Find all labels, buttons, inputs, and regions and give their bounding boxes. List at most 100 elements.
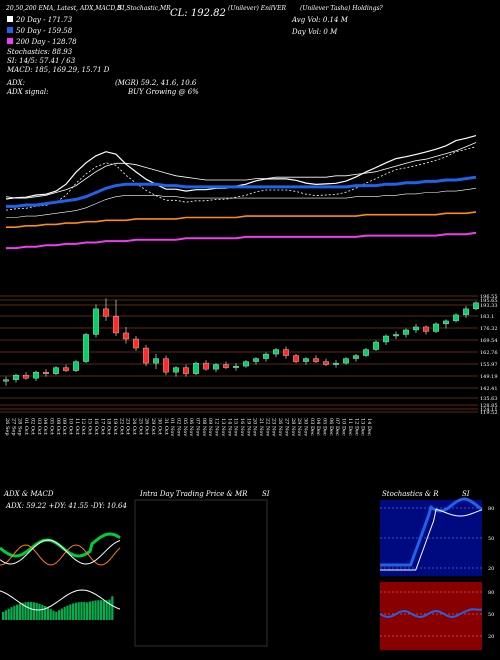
stoch-level-label: 80 [488, 506, 494, 512]
date-tick-label: 19 Nov [245, 418, 251, 436]
price-level-label: 176.32 [480, 326, 498, 332]
date-tick-label: 04 Dec [315, 418, 321, 436]
macd-histogram-bar [88, 601, 91, 620]
adx-readout: ADX: 59.22 +DY: 41.55 -DY: 10.64 [6, 502, 127, 510]
candle-body [53, 367, 59, 374]
adx-value: (MGR) 59.2, 41.6, 10.6 [115, 79, 197, 87]
date-tick-label: 16 Nov [239, 418, 245, 436]
candle-body [353, 355, 359, 359]
candle-body [343, 358, 349, 364]
ema50-swatch-icon [7, 27, 13, 33]
legend-ema20: 20 Day - 171.73 [7, 16, 72, 24]
macd-histogram-bar [66, 605, 69, 620]
candle-body [203, 362, 209, 370]
candle-body [83, 334, 89, 362]
macd-histogram-bar [27, 602, 30, 620]
date-tick-label: 03 Dec [309, 418, 315, 436]
macd-histogram-bar [4, 610, 7, 620]
price-level-label: 135.63 [480, 396, 498, 402]
date-tick-label: 15 Oct [87, 418, 93, 435]
macd-histogram-bar [83, 602, 86, 620]
candle-body [273, 349, 279, 355]
macd-histogram-bar [32, 602, 35, 620]
date-tick-label: 15 Nov [233, 418, 239, 436]
macd-histogram-bar [80, 602, 83, 620]
candle-body [63, 367, 69, 371]
ema50-line [6, 175, 477, 208]
candle-body [33, 371, 39, 379]
candle-body [333, 362, 339, 365]
adx-signal-label: ADX signal: [7, 88, 49, 96]
date-axis: 26 Sep 27 Sep 28 Sep 01 Oct 02 Oct 03 Oct 04 O… [4, 418, 372, 436]
date-tick-label: 08 Oct [55, 418, 61, 435]
candle-body [123, 332, 129, 340]
date-tick-label: 17 Oct [99, 418, 105, 435]
date-tick-label: 19 Oct [112, 418, 118, 435]
candle-body [323, 361, 329, 365]
date-tick-label: 18 Oct [106, 418, 112, 435]
price-level-label: 149.19 [480, 374, 498, 380]
macd-histogram-bar [105, 600, 108, 620]
intraday-panel-frame [134, 499, 268, 647]
candle-body [303, 358, 309, 362]
candle-body [433, 323, 439, 332]
date-tick-label: 12 Oct [80, 418, 86, 435]
stoch-panel-title: Stochastics & R [382, 490, 439, 498]
candle-body [263, 353, 269, 359]
candle-body [133, 338, 139, 349]
date-tick-label: 26 Sep [4, 418, 10, 436]
date-tick-label: 29 Oct [150, 418, 156, 435]
date-tick-label: 14 Dec [366, 418, 372, 436]
candle-body [373, 341, 379, 350]
stoch-d-line [380, 508, 483, 571]
price-envelope-line [5, 135, 477, 200]
macd-histogram-bar [91, 600, 94, 620]
si-level-label: 20 [488, 634, 494, 640]
price-level-label: 193.33 [480, 303, 498, 309]
date-tick-label: 16 Oct [93, 418, 99, 435]
legend-ema50-text: 50 Day - 159.58 [16, 27, 73, 35]
macd-histogram-bar [35, 602, 38, 620]
date-tick-label: 05 Nov [182, 418, 188, 436]
date-tick-label: 22 Nov [264, 418, 270, 436]
date-tick-label: 10 Dec [341, 418, 347, 436]
ema20-swatch-icon [7, 16, 13, 22]
date-tick-label: 05 Oct [49, 418, 55, 435]
si-level-label: 80 [488, 590, 494, 596]
legend-stochastics: Stochastics: 88.93 [7, 48, 73, 56]
macd-histogram-bar [69, 604, 72, 620]
macd-histogram-bar [58, 610, 61, 620]
macd-histogram-bar [77, 602, 80, 620]
ema-overview-chart [5, 135, 477, 250]
date-tick-label: 12 Nov [214, 418, 220, 436]
macd-histogram-bar [63, 606, 66, 620]
date-tick-label: 01 Oct [23, 418, 29, 435]
date-tick-label: 12 Dec [353, 418, 359, 436]
date-tick-label: 30 Nov [303, 418, 309, 436]
ema200-orange-line [6, 211, 477, 228]
candle-body [223, 364, 229, 368]
ema20-line [5, 142, 477, 199]
candle-body [413, 326, 419, 331]
candle-body [3, 379, 9, 382]
macd-histogram-bar [60, 608, 63, 620]
date-tick-label: 06 Dec [328, 418, 334, 436]
candle-body [363, 349, 369, 356]
adx-minus-di-line [0, 544, 121, 566]
date-tick-label: 13 Dec [360, 418, 366, 436]
day-volume: Day Vol: 0 M [292, 28, 338, 36]
si-level-label: 50 [488, 612, 494, 618]
macd-histogram-bar [111, 596, 114, 620]
date-tick-label: 05 Dec [322, 418, 328, 436]
candle-body [173, 367, 179, 373]
header-top-line: 20,50,200 EMA, Latest, ADX,MACD,B [6, 5, 122, 12]
legend-si: SI: 14/5: 57.41 / 63 [7, 57, 76, 65]
price-level-label: 155.97 [480, 362, 498, 368]
candle-body [443, 320, 449, 325]
date-tick-label: 24 Oct [131, 418, 137, 435]
legend-ema200: 200 Day - 128.78 [7, 38, 77, 46]
macd-histogram-bar [38, 603, 41, 620]
date-tick-label: 20 Nov [252, 418, 258, 436]
date-tick-label: 11 Oct [74, 418, 80, 435]
date-tick-label: 27 Nov [283, 418, 289, 436]
